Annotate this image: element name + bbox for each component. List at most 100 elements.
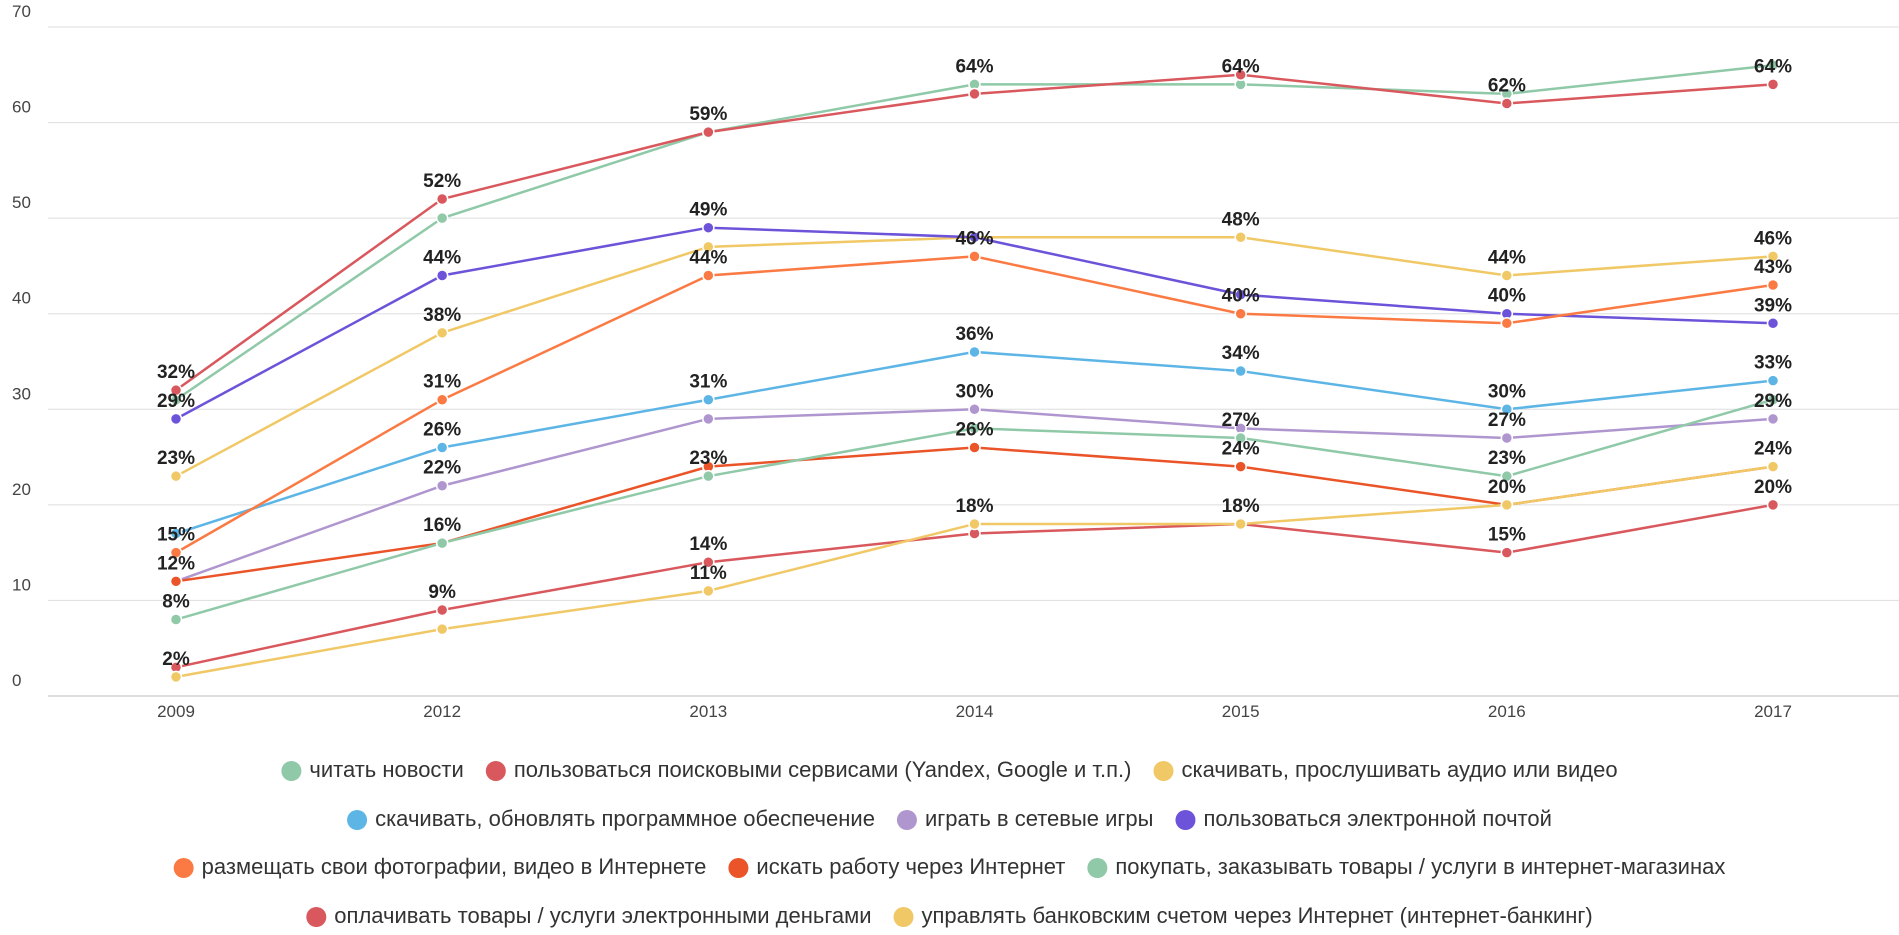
data-point: [435, 326, 449, 340]
data-label: 59%: [689, 104, 727, 125]
legend-label: читать новости: [309, 757, 463, 782]
legend-swatch: [1175, 810, 1196, 830]
legend-row: размещать свои фотографии, видео в Интер…: [173, 854, 1725, 879]
legend-swatch: [281, 761, 302, 781]
data-point: [435, 536, 449, 550]
data-label: 52%: [423, 171, 461, 192]
data-point: [702, 125, 715, 139]
data-label: 8%: [162, 592, 190, 613]
data-point: [169, 575, 183, 588]
y-tick-label: 0: [12, 671, 21, 690]
data-label: 62%: [1488, 75, 1526, 96]
y-tick-label: 20: [12, 480, 31, 499]
data-point: [1766, 78, 1780, 91]
y-tick-label: 60: [12, 98, 31, 117]
data-label: 24%: [1754, 439, 1792, 460]
data-label: 46%: [1754, 228, 1792, 249]
x-tick-label: 2013: [689, 702, 727, 721]
data-point: [435, 441, 449, 454]
data-point: [968, 87, 981, 101]
data-point: [702, 240, 715, 254]
y-tick-label: 10: [12, 575, 31, 594]
data-point: [169, 527, 183, 540]
legend-label: пользоваться электронной почтой: [1203, 806, 1551, 831]
data-point: [1766, 374, 1780, 387]
x-tick-label: 2009: [157, 702, 195, 721]
data-point: [435, 622, 449, 636]
legend-swatch: [485, 761, 506, 781]
data-label: 39%: [1754, 295, 1792, 316]
y-tick-label: 30: [12, 384, 31, 403]
legend-swatch: [173, 858, 194, 878]
x-tick-label: 2014: [956, 702, 994, 721]
legend-swatch: [728, 858, 749, 878]
data-label: 32%: [157, 362, 195, 383]
data-point: [1500, 269, 1514, 282]
data-point: [435, 393, 449, 406]
data-point: [968, 231, 981, 244]
legend-label: пользоваться поисковыми сервисами (Yande…: [514, 757, 1132, 782]
legend-label: размещать свои фотографии, видео в Интер…: [202, 854, 707, 879]
data-point: [1500, 498, 1514, 512]
data-label: 30%: [955, 381, 993, 402]
data-label: 44%: [689, 247, 727, 268]
data-label: 29%: [1754, 391, 1792, 412]
data-label: 31%: [689, 372, 727, 393]
data-point: [968, 441, 981, 454]
data-point: [1234, 231, 1247, 244]
legend-row: читать новости пользоваться поисковыми се…: [281, 757, 1618, 782]
data-point: [1766, 460, 1780, 473]
y-tick-label: 50: [12, 193, 31, 212]
data-point: [1500, 546, 1514, 559]
data-point: [435, 211, 449, 225]
data-label: 64%: [1754, 56, 1792, 77]
data-label: 44%: [423, 247, 461, 268]
data-label: 48%: [1222, 209, 1260, 230]
data-label: 12%: [157, 553, 195, 574]
x-tick-label: 2015: [1222, 702, 1260, 721]
data-point: [1234, 307, 1247, 320]
legend-label: искать работу через Интернет: [756, 854, 1065, 879]
data-label: 23%: [1488, 448, 1526, 469]
data-point: [169, 383, 183, 397]
legend-label: играть в сетевые игры: [925, 806, 1154, 831]
legend-label: скачивать, прослушивать аудио или видео: [1181, 757, 1617, 782]
data-label: 34%: [1222, 343, 1260, 364]
legend-label: оплачивать товары / услуги электронными …: [334, 903, 871, 928]
x-tick-label: 2012: [423, 702, 461, 721]
data-point: [1766, 393, 1780, 406]
data-label: 9%: [428, 582, 456, 603]
legend-row: оплачивать товары / услуги электронными …: [306, 903, 1593, 928]
data-label: 16%: [423, 515, 461, 536]
y-tick-label: 40: [12, 289, 31, 308]
data-label: 29%: [157, 391, 195, 412]
data-point: [169, 546, 183, 559]
data-point: [1500, 469, 1514, 483]
x-tick-label: 2016: [1488, 702, 1526, 721]
data-label: 23%: [689, 448, 727, 469]
data-point: [968, 403, 981, 416]
data-label: 43%: [1754, 257, 1792, 278]
data-point: [1500, 317, 1514, 330]
x-tick-label: 2017: [1754, 702, 1792, 721]
legend-swatch: [1153, 761, 1174, 781]
data-label: 30%: [1488, 381, 1526, 402]
legend-swatch: [347, 810, 368, 830]
data-label: 64%: [955, 56, 993, 77]
data-point: [702, 584, 715, 598]
data-label: 26%: [955, 420, 993, 441]
data-label: 64%: [1222, 56, 1260, 77]
data-point: [1234, 460, 1247, 473]
data-point: [968, 422, 981, 435]
data-label: 18%: [1222, 496, 1260, 517]
data-label: 14%: [689, 534, 727, 555]
data-point: [1234, 288, 1247, 301]
legend-swatch: [306, 907, 327, 927]
data-point: [1766, 412, 1780, 426]
data-point: [968, 517, 981, 531]
legend-label: управлять банковским счетом через Интерн…: [922, 903, 1593, 928]
data-point: [1766, 250, 1780, 263]
data-label: 20%: [1754, 477, 1792, 498]
data-label: 26%: [423, 420, 461, 441]
data-point: [435, 603, 449, 617]
